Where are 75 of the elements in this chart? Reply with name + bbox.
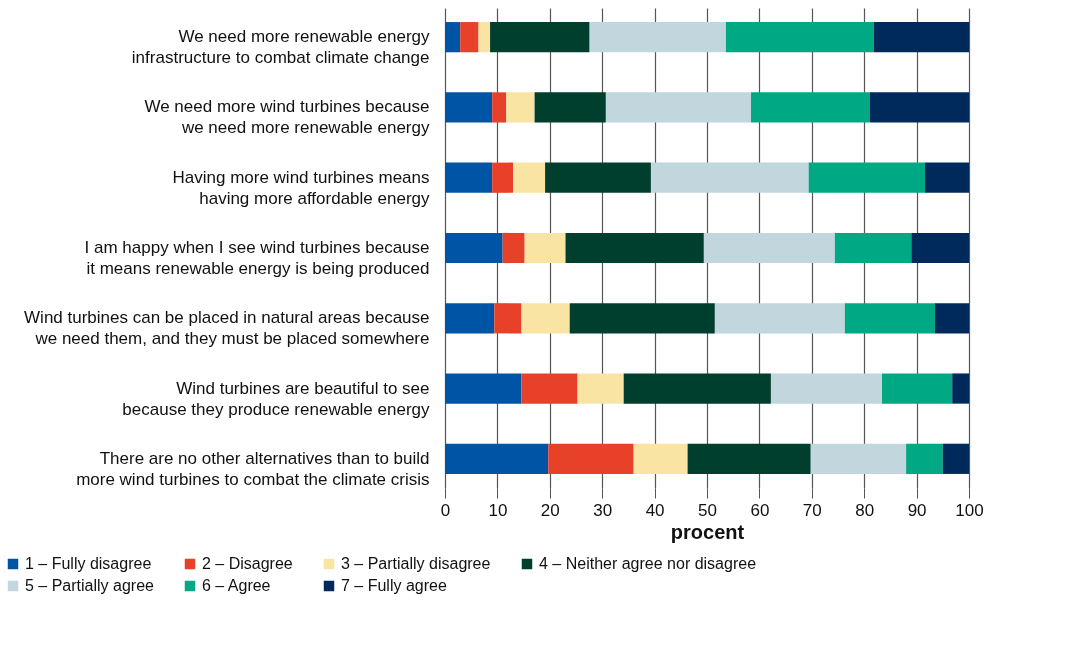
y-tick-label: Wind turbines can be placed in natural areas because we need them, and they must be placed somewhere [24,308,430,349]
x-tick-label: 0 [440,500,451,520]
bar [924,162,969,193]
bar [934,303,969,334]
bar [460,22,479,53]
bar [633,443,688,474]
bar [577,373,624,404]
y-tick-label: We need more wind turbines because we need more renewable energy [144,97,430,138]
bar [521,303,570,334]
bar [650,162,809,193]
y-tick-label: I am happy when I see wind turbines because it means renewable energy is being produced [84,238,430,278]
legend-label: 5 – Partially agree [25,577,155,594]
x-tick-label: 70 [802,500,822,520]
x-tick-label: 90 [907,500,927,520]
bar [869,92,969,123]
bar [494,303,522,334]
x-tick-label: 50 [698,500,717,520]
bar [445,443,549,474]
legend-label: 1 – Fully disagree [25,555,152,572]
bar [513,162,546,193]
x-tick-label: 20 [540,500,560,520]
bar [524,232,566,264]
x-tick-label: 80 [855,500,875,520]
bar [492,162,514,193]
bar [506,92,535,123]
bar [873,22,969,53]
bar [906,443,943,474]
bar [545,162,651,193]
bar [834,232,912,264]
bar [521,373,578,404]
bar [751,92,870,123]
x-tick-label: 10 [488,500,508,520]
legend-label: 2 – Disagree [202,555,293,572]
y-tick-label: Having more wind turbines means having more affordable energy [172,167,430,208]
y-tick-label: There are no other alternatives than to build more wind turbines to combat the climate crisis [76,448,430,489]
bar [952,373,969,404]
bar [725,22,874,53]
y-tick-label: Wind turbines are beautiful to see because they produce renewable energy [122,378,430,419]
bar [492,92,507,123]
legend-label: 4 – Neither agree nor disagree [539,555,757,572]
bar [548,443,634,474]
bar [911,232,969,264]
legend-label: 7 – Fully agree [341,577,447,594]
bar [445,303,495,334]
x-tick-label: 100 [955,500,984,520]
bar [942,443,969,474]
bar [478,22,491,53]
bar [445,92,493,123]
bar [565,232,704,264]
x-axis-title: procent [670,520,745,543]
bar [490,22,590,53]
bar [810,443,907,474]
bar [502,232,525,264]
bar [703,232,835,264]
bar [714,303,845,334]
y-tick-label: We need more renewable energy infrastructure to combat climate change [131,27,430,68]
bar [623,373,771,404]
bar [569,303,715,334]
bar [808,162,925,193]
x-tick-label: 30 [593,500,613,520]
bar [882,373,953,404]
bar [445,22,461,53]
x-tick-label: 40 [645,500,665,520]
legend-label: 3 – Partially disagree [341,555,491,572]
legend-label: 6 – Agree [202,577,271,594]
x-tick-label: 60 [750,500,770,520]
bar [445,232,503,264]
bar [605,92,752,123]
bar [534,92,606,123]
bar [770,373,883,404]
bar [445,162,493,193]
bar [844,303,935,334]
bar [687,443,811,474]
bar [445,373,522,404]
bar [589,22,726,53]
